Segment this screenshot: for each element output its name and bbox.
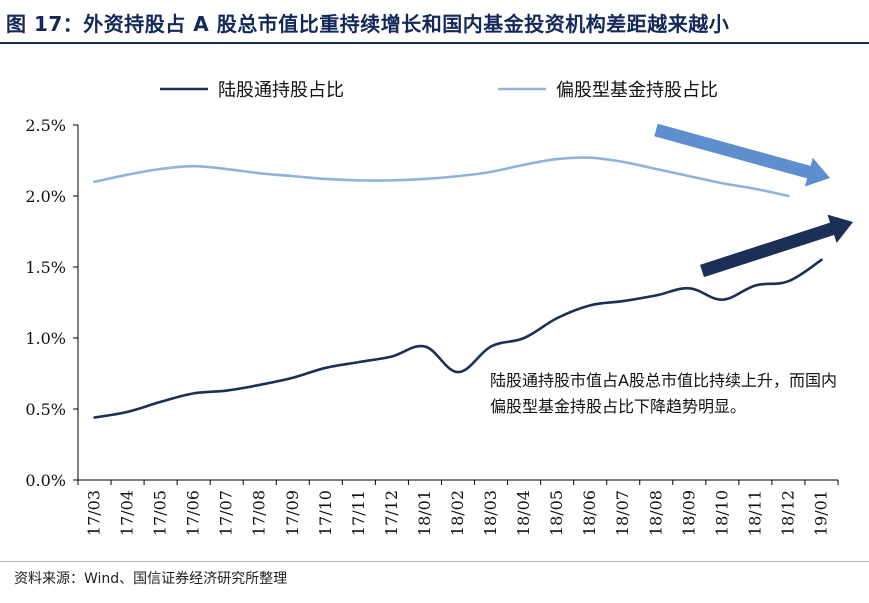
x-tick-label: 18/06 (580, 490, 599, 536)
y-tick-label: 2.0% (25, 187, 66, 206)
y-tick-label: 1.5% (25, 258, 66, 277)
series-line-1 (93, 258, 823, 419)
x-tick-label: 17/10 (316, 490, 335, 536)
x-tick-label: 17/04 (118, 490, 137, 536)
x-tick-label: 18/08 (646, 490, 665, 536)
upward-trend-arrow (699, 214, 853, 278)
x-tick-label: 17/05 (151, 490, 170, 536)
x-tick-label: 18/05 (547, 490, 566, 536)
series-line-2 (93, 156, 790, 198)
line-chart: 0.0% 0.5% 1.0% 1.5% 2.0% 2.5% 17/03 17/04 17/05 1… (25, 80, 853, 536)
figure-title: 图 17：外资持股占 A 股总市值比重持续增长和国内基金投资机构差距越来越小 (6, 12, 730, 36)
x-tick-label: 17/07 (217, 490, 236, 536)
downward-trend-arrow (654, 123, 830, 187)
y-tick-label: 0.0% (25, 471, 66, 490)
x-tick-label: 17/12 (382, 490, 401, 536)
legend-label-1: 陆股通持股占比 (218, 80, 344, 101)
x-tick-label: 18/02 (448, 490, 467, 536)
legend-label-2: 偏股型基金持股占比 (556, 80, 718, 101)
x-tick-label: 18/10 (712, 490, 731, 536)
x-tick-label: 19/01 (811, 490, 830, 536)
x-tick-label: 17/11 (349, 490, 368, 536)
x-tick-label: 18/01 (415, 490, 434, 536)
x-tick-label: 17/08 (250, 490, 269, 536)
x-tick-label: 18/07 (613, 490, 632, 536)
y-tick-label: 2.5% (25, 116, 66, 135)
source-divider (0, 561, 869, 562)
x-tick-label: 18/12 (778, 490, 797, 536)
x-tick-label: 18/03 (481, 490, 500, 536)
x-tick-label: 17/03 (85, 490, 104, 536)
x-tick-label: 18/04 (514, 490, 533, 536)
chart-annotation: 陆股通持股市值占A股总市值比持续上升，而国内偏股型基金持股占比下降趋势明显。 (490, 371, 837, 416)
y-tick-label: 0.5% (25, 400, 66, 419)
title-bar: 图 17：外资持股占 A 股总市值比重持续增长和国内基金投资机构差距越来越小 (0, 0, 869, 44)
x-tick-label: 17/09 (283, 490, 302, 536)
x-tick-label: 17/06 (184, 490, 203, 536)
source-note: 资料来源：Wind、国信证券经济研究所整理 (14, 571, 288, 587)
x-tick-label: 18/11 (745, 490, 764, 536)
y-tick-label: 1.0% (25, 329, 66, 348)
x-tick-label: 18/09 (679, 490, 698, 536)
